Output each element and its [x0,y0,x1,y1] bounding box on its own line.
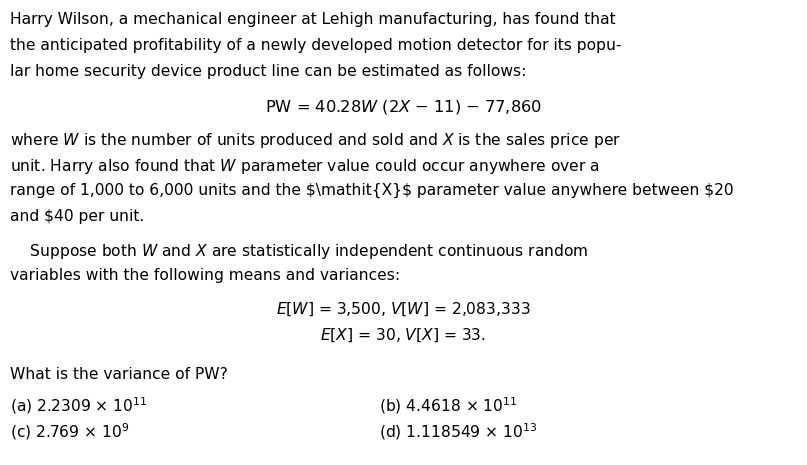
Text: lar home security device product line can be estimated as follows:: lar home security device product line ca… [10,64,526,79]
Text: What is the variance of PW?: What is the variance of PW? [10,367,228,382]
Text: (c) 2.769 $\times$ 10$^{9}$: (c) 2.769 $\times$ 10$^{9}$ [10,421,129,442]
Text: where $\mathit{W}$ is the number of units produced and sold and $\mathit{X}$ is : where $\mathit{W}$ is the number of unit… [10,131,621,150]
Text: Suppose both $\mathit{W}$ and $\mathit{X}$ are statistically independent continu: Suppose both $\mathit{W}$ and $\mathit{X… [10,242,588,261]
Text: (b) 4.4618 $\times$ 10$^{11}$: (b) 4.4618 $\times$ 10$^{11}$ [379,395,518,416]
Text: unit. Harry also found that $\mathit{W}$ parameter value could occur anywhere ov: unit. Harry also found that $\mathit{W}$… [10,157,600,176]
Text: (d) 1.118549 $\times$ 10$^{13}$: (d) 1.118549 $\times$ 10$^{13}$ [379,421,537,442]
Text: the anticipated profitability of a newly developed motion detector for its popu-: the anticipated profitability of a newly… [10,38,621,53]
Text: range of 1,000 to 6,000 units and the $\mathit{X}$ parameter value anywhere betw: range of 1,000 to 6,000 units and the $\… [10,183,734,198]
Text: variables with the following means and variances:: variables with the following means and v… [10,268,399,283]
Text: $\mathit{E}$[$\mathit{W}$] = 3,500, $\mathit{V}$[$\mathit{W}$] = 2,083,333: $\mathit{E}$[$\mathit{W}$] = 3,500, $\ma… [276,301,531,318]
Text: $\mathit{E}$[$\mathit{X}$] = 30, $\mathit{V}$[$\mathit{X}$] = 33.: $\mathit{E}$[$\mathit{X}$] = 30, $\mathi… [320,327,487,344]
Text: PW = 40.28$\mathit{W}$ (2$\mathit{X}$ $-$ 11) $-$ 77,860: PW = 40.28$\mathit{W}$ (2$\mathit{X}$ $-… [265,98,542,116]
Text: Harry Wilson, a mechanical engineer at Lehigh manufacturing, has found that: Harry Wilson, a mechanical engineer at L… [10,12,615,27]
Text: (a) 2.2309 $\times$ 10$^{11}$: (a) 2.2309 $\times$ 10$^{11}$ [10,395,147,416]
Text: and $40 per unit.: and $40 per unit. [10,209,144,224]
